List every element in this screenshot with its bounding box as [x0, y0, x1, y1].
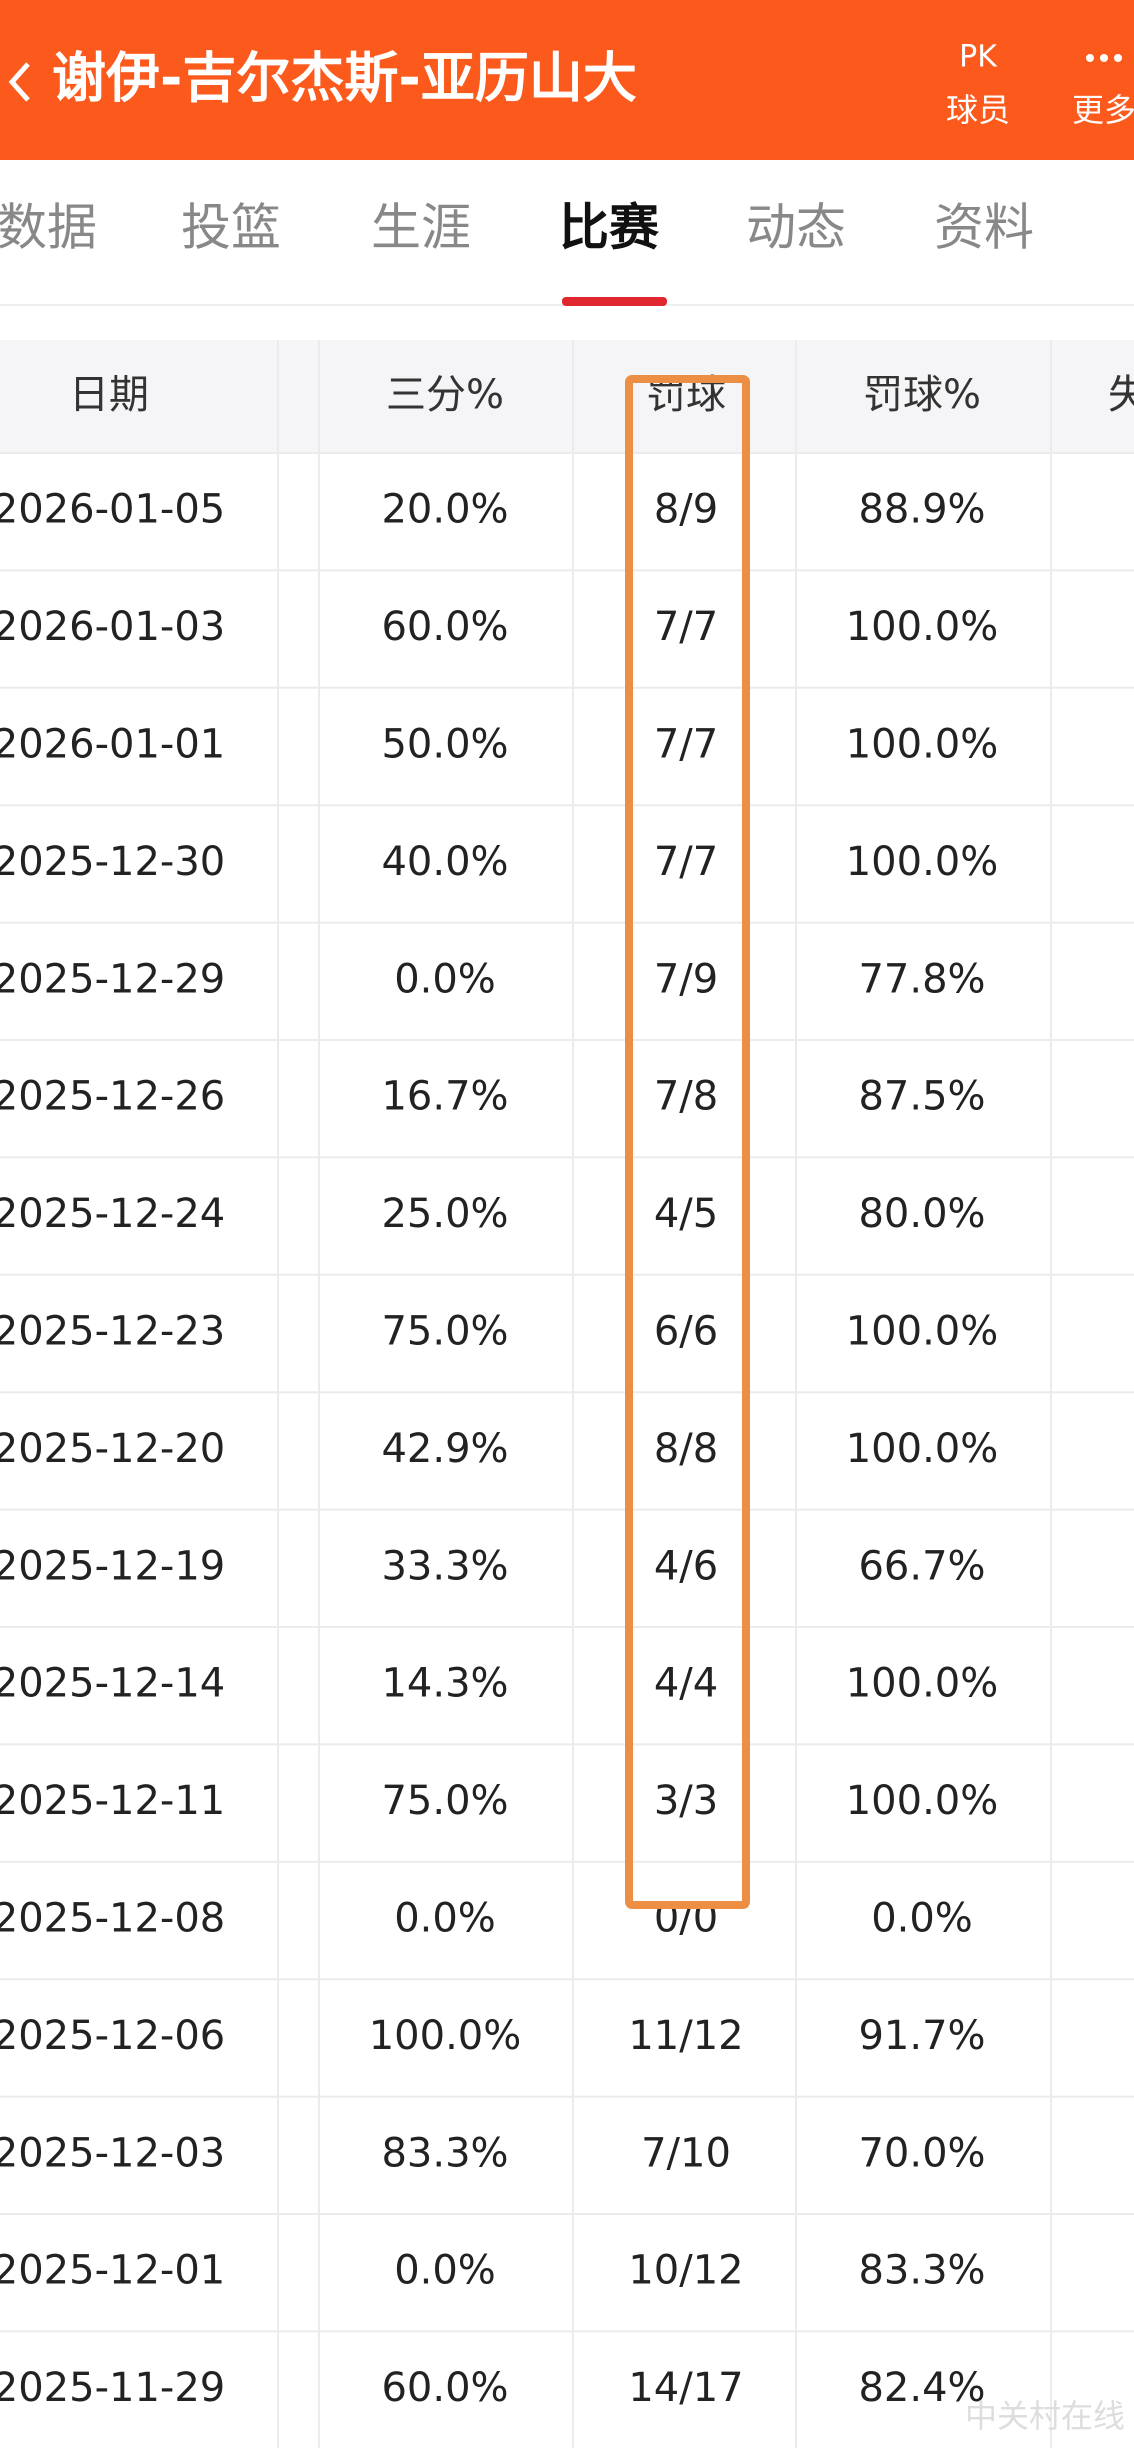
tab[interactable]: 动态: [746, 199, 846, 257]
cell: 4/4: [654, 1661, 718, 1707]
cell: 82.4%: [858, 2365, 985, 2411]
cell: 2025-11-29: [0, 2365, 225, 2411]
cell: 100.0%: [846, 1661, 999, 1707]
column-header: 日期: [69, 372, 149, 418]
cell: 2025-12-19: [0, 1543, 225, 1589]
cell: 0.0%: [871, 1896, 973, 1942]
cell: 100.0%: [846, 1778, 999, 1824]
tab[interactable]: 生涯: [371, 199, 471, 257]
cell: 6/6: [654, 1309, 718, 1355]
cell: 70.0%: [858, 2130, 985, 2176]
cell: 0.0%: [394, 1896, 496, 1942]
cell: 100.0%: [846, 604, 999, 650]
cell: 100.0%: [846, 722, 999, 768]
cell: 40.0%: [381, 839, 508, 885]
cell: 33.3%: [381, 1543, 508, 1589]
cell: 60.0%: [381, 2365, 508, 2411]
cell: 60.0%: [381, 604, 508, 650]
cell: 2025-12-29: [0, 956, 225, 1002]
cell: 7/7: [654, 604, 718, 650]
more-icon[interactable]: [1086, 54, 1122, 62]
cell: 14.3%: [381, 1661, 508, 1707]
cell: 2025-12-30: [0, 839, 225, 885]
pk-icon[interactable]: PK: [959, 40, 998, 75]
cell: 75.0%: [381, 1778, 508, 1824]
cell: 2025-12-01: [0, 2248, 225, 2294]
column-header: 罚球%: [863, 372, 981, 418]
tab[interactable]: 比赛: [559, 199, 660, 257]
cell: 2025-12-26: [0, 1074, 225, 1120]
cell: 83.3%: [381, 2130, 508, 2176]
cell: 0.0%: [394, 2248, 496, 2294]
watermark: 中关村在线: [965, 2397, 1125, 2435]
cell: 25.0%: [381, 1191, 508, 1237]
cell: 100.0%: [846, 1426, 999, 1472]
tab[interactable]: 数据: [0, 199, 97, 257]
cell: 80.0%: [858, 1191, 985, 1237]
cell: 2025-12-11: [0, 1778, 225, 1824]
cell: 100.0%: [369, 2013, 522, 2059]
cell: 2025-12-23: [0, 1309, 225, 1355]
cell: 87.5%: [858, 1074, 985, 1120]
cell: 2025-12-06: [0, 2013, 225, 2059]
cell: 50.0%: [381, 722, 508, 768]
cell: 7/8: [654, 1074, 718, 1120]
cell: 66.7%: [858, 1543, 985, 1589]
cell: 100.0%: [846, 1309, 999, 1355]
table-header-bg: [0, 340, 1134, 453]
header-title: 谢伊-吉尔杰斯-亚历山大: [52, 47, 637, 110]
cell: 2026-01-05: [0, 487, 225, 533]
cell: 75.0%: [381, 1309, 508, 1355]
cell: 77.8%: [858, 956, 985, 1002]
tab-underline: [562, 297, 667, 306]
header-bar: [0, 0, 1134, 160]
cell: 4/5: [654, 1191, 718, 1237]
cell: 2025-12-24: [0, 1191, 225, 1237]
cell: 11/12: [628, 2013, 743, 2059]
cell: 10/12: [628, 2248, 743, 2294]
cell: 7/7: [654, 839, 718, 885]
back-icon[interactable]: [8, 62, 30, 102]
cell: 100.0%: [846, 839, 999, 885]
cell: 42.9%: [381, 1426, 508, 1472]
more-button[interactable]: 更多: [1072, 91, 1134, 129]
cell: 20.0%: [381, 487, 508, 533]
cell: 2025-12-20: [0, 1426, 225, 1472]
cell: 16.7%: [381, 1074, 508, 1120]
cell: 91.7%: [858, 2013, 985, 2059]
cell: 14/17: [628, 2365, 743, 2411]
tab[interactable]: 投篮: [181, 199, 281, 257]
cell: 8/9: [654, 487, 718, 533]
cell: 7/10: [641, 2130, 731, 2176]
cell: 2026-01-01: [0, 722, 225, 768]
cell: 2025-12-08: [0, 1896, 225, 1942]
cell: 4/6: [654, 1543, 718, 1589]
player-button[interactable]: 球员: [946, 91, 1010, 129]
column-header: 三分%: [386, 372, 504, 418]
cell: 8/8: [654, 1426, 718, 1472]
cell: 2025-12-14: [0, 1661, 225, 1707]
cell: 88.9%: [858, 487, 985, 533]
cell: 83.3%: [858, 2248, 985, 2294]
cell: 0.0%: [394, 956, 496, 1002]
column-header: 失: [1108, 372, 1134, 418]
cell: 3/3: [654, 1778, 718, 1824]
tab[interactable]: 资料: [934, 199, 1034, 257]
cell: 2025-12-03: [0, 2130, 225, 2176]
highlight-box: [625, 375, 750, 1909]
cell: 2026-01-03: [0, 604, 225, 650]
cell: 7/9: [654, 956, 718, 1002]
cell: 7/7: [654, 722, 718, 768]
